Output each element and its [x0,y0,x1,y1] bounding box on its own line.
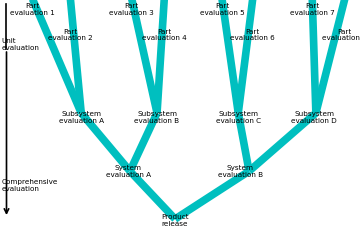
Text: Subsystem
evaluation C: Subsystem evaluation C [216,110,261,123]
Text: Part
evaluation 7: Part evaluation 7 [290,3,335,16]
Text: Part
evaluation 3: Part evaluation 3 [109,3,154,16]
Text: System
evaluation A: System evaluation A [105,165,151,178]
Text: Product
release: Product release [161,213,189,226]
Text: System
evaluation B: System evaluation B [217,165,263,178]
Text: Part
evaluation 1: Part evaluation 1 [10,3,55,16]
Text: Part
evaluation 4: Part evaluation 4 [142,28,187,41]
Text: Comprehensive
evaluation: Comprehensive evaluation [2,178,58,191]
Text: Subsystem
evaluation A: Subsystem evaluation A [59,110,104,123]
Text: Unit
evaluation: Unit evaluation [2,37,40,50]
Text: Part
evaluation 2: Part evaluation 2 [48,28,93,41]
Text: Part
evaluation 6: Part evaluation 6 [230,28,275,41]
Text: Subsystem
evaluation B: Subsystem evaluation B [134,110,180,123]
Text: Subsystem
evaluation D: Subsystem evaluation D [291,110,337,123]
Text: Part
evaluation 8: Part evaluation 8 [322,28,361,41]
Text: Part
evaluation 5: Part evaluation 5 [200,3,244,16]
